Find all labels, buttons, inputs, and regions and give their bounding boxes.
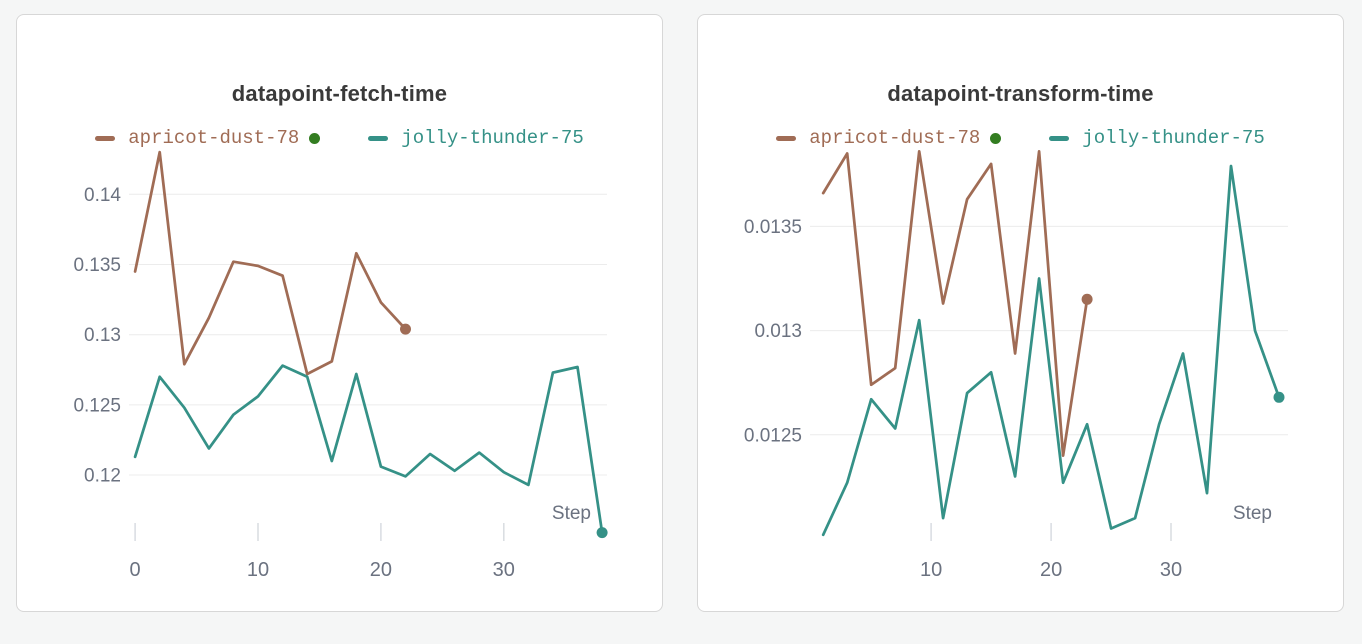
line-chart-datapoint-fetch-time[interactable]: 0.14 0.135 0.13 0.125 0.12 0 10 20 30 Step (17, 15, 662, 611)
svg-text:0: 0 (130, 559, 141, 581)
legend-item-apricot-dust-78[interactable]: apricot-dust-78 (95, 127, 321, 149)
legend-run-name: apricot-dust-78 (128, 127, 300, 149)
svg-text:20: 20 (1040, 559, 1062, 581)
legend-item-jolly-thunder-75[interactable]: jolly-thunder-75 (1049, 127, 1265, 149)
svg-text:0.135: 0.135 (73, 255, 121, 276)
legend-line-swatch (368, 135, 389, 141)
legend-run-name: jolly-thunder-75 (401, 127, 584, 149)
svg-text:0.14: 0.14 (84, 185, 121, 206)
svg-text:0.0135: 0.0135 (744, 217, 802, 238)
legend-line-swatch (776, 135, 797, 141)
line-chart-datapoint-transform-time[interactable]: 0.0135 0.013 0.0125 10 20 30 Step (698, 15, 1343, 611)
svg-text:Step: Step (1233, 503, 1272, 524)
chart-title: datapoint-fetch-time (231, 81, 448, 106)
charts-dashboard: datapoint-fetch-time apricot-dust-78 jol… (16, 14, 1344, 612)
chart-legend: apricot-dust-78 jolly-thunder-75 (698, 127, 1343, 149)
svg-text:30: 30 (493, 559, 515, 581)
svg-text:10: 10 (920, 559, 942, 581)
legend-item-jolly-thunder-75[interactable]: jolly-thunder-75 (368, 127, 584, 149)
svg-text:20: 20 (370, 559, 392, 581)
svg-text:30: 30 (1160, 559, 1182, 581)
svg-text:10: 10 (247, 559, 269, 581)
run-state-dot (990, 132, 1002, 144)
legend-run-name: jolly-thunder-75 (1082, 127, 1265, 149)
legend-line-swatch (1049, 135, 1070, 141)
run-state-dot (309, 132, 321, 144)
svg-text:0.0125: 0.0125 (744, 425, 802, 446)
svg-text:0.13: 0.13 (84, 325, 121, 346)
svg-text:0.013: 0.013 (754, 321, 802, 342)
svg-text:Step: Step (552, 503, 591, 524)
svg-text:0.12: 0.12 (84, 466, 121, 487)
legend-run-name: apricot-dust-78 (809, 127, 981, 149)
legend-item-apricot-dust-78[interactable]: apricot-dust-78 (776, 127, 1002, 149)
chart-legend: apricot-dust-78 jolly-thunder-75 (17, 127, 662, 149)
chart-title: datapoint-transform-time (887, 81, 1154, 106)
legend-line-swatch (95, 135, 116, 141)
chart-panel-datapoint-fetch-time[interactable]: datapoint-fetch-time apricot-dust-78 jol… (16, 14, 663, 612)
svg-text:0.125: 0.125 (73, 395, 121, 416)
chart-panel-datapoint-transform-time[interactable]: datapoint-transform-time apricot-dust-78… (697, 14, 1344, 612)
